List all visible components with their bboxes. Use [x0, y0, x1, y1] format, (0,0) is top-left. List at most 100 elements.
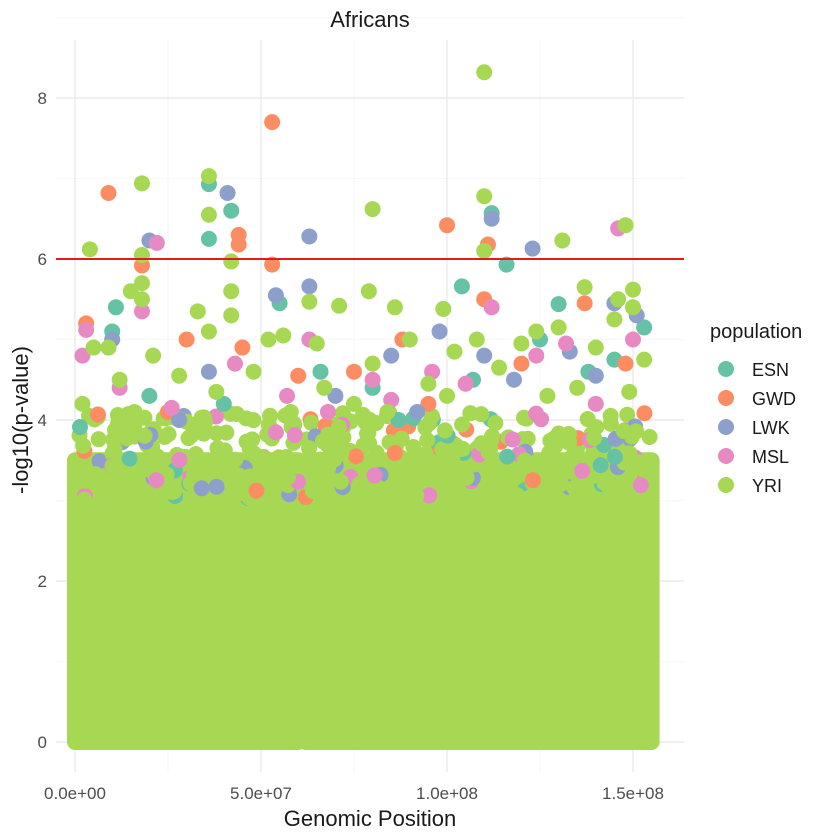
point-lwk: [476, 347, 493, 364]
point-msl: [528, 347, 545, 364]
data-points: [74, 64, 653, 428]
band-edge-point: [636, 405, 653, 422]
band-edge-point: [227, 451, 244, 468]
legend-key-gwd: [718, 390, 734, 406]
legend-key-yri: [718, 477, 734, 493]
band-edge-point: [359, 425, 376, 442]
point-yri: [621, 383, 638, 400]
band-edge-point: [87, 466, 104, 483]
y-tick-label: 8: [38, 89, 47, 108]
band-edge-point: [437, 422, 454, 439]
point-msl: [226, 355, 243, 372]
band-edge-point: [124, 467, 141, 484]
x-tick-label: 5.0e+07: [230, 784, 292, 803]
point-yri: [610, 291, 627, 308]
point-yri: [379, 403, 396, 420]
band-edge-point: [347, 448, 364, 465]
band-edge-point: [601, 480, 618, 497]
point-yri: [260, 331, 277, 348]
band-edge-point: [149, 448, 166, 465]
x-axis-ticks: 0.0e+00 5.0e+07 1.0e+08 1.5e+08: [44, 784, 664, 803]
point-msl: [483, 299, 500, 316]
point-yri: [133, 291, 150, 308]
point-yri: [74, 395, 91, 412]
point-yri: [308, 335, 325, 352]
band-edge-point: [104, 457, 121, 474]
point-yri: [476, 64, 493, 81]
band-edge-point: [267, 424, 284, 441]
point-yri: [554, 232, 571, 249]
band-edge-point: [574, 462, 591, 479]
point-lwk: [301, 228, 318, 245]
point-gwd: [617, 355, 634, 372]
band-edge-point: [545, 430, 562, 447]
band-edge-point: [494, 481, 511, 498]
band-edge-point: [632, 477, 649, 494]
point-yri: [360, 283, 377, 300]
band-edge-point: [417, 445, 434, 462]
point-yri: [208, 383, 225, 400]
legend-label-esn: ESN: [752, 360, 789, 380]
band-edge-point: [109, 472, 126, 489]
point-lwk: [431, 323, 448, 340]
point-esn: [453, 278, 470, 295]
band-edge-point: [245, 412, 262, 429]
point-yri: [81, 241, 98, 258]
band-edge-point: [270, 449, 287, 466]
legend-label-msl: MSL: [752, 447, 789, 467]
band-edge-point: [238, 433, 255, 450]
point-msl: [78, 321, 95, 338]
point-yri: [439, 387, 455, 404]
point-yri: [576, 279, 593, 296]
band-edge-point: [91, 453, 108, 470]
point-yri: [245, 363, 262, 380]
legend-key-lwk: [718, 419, 734, 435]
band-edge-point: [419, 432, 436, 449]
point-esn: [498, 256, 515, 273]
band-edge-point: [229, 479, 246, 496]
point-gwd: [264, 256, 281, 273]
band-edge-point: [320, 438, 337, 455]
band-edge-point: [121, 450, 138, 467]
band-edge-point: [434, 441, 451, 458]
point-esn: [390, 412, 407, 428]
band-edge-point: [538, 460, 555, 477]
band-edge-point: [351, 476, 368, 493]
x-tick-label: 0.0e+00: [44, 784, 106, 803]
point-yri: [513, 335, 530, 352]
dense-band: [67, 404, 660, 750]
band-edge-point: [439, 459, 456, 476]
point-yri: [528, 323, 545, 340]
x-axis-title: Genomic Position: [284, 806, 456, 831]
point-msl: [587, 395, 604, 412]
band-edge-point: [320, 426, 337, 443]
point-lwk: [301, 278, 318, 295]
point-msl: [133, 303, 150, 320]
band-edge-point: [630, 454, 647, 471]
point-lwk: [200, 363, 217, 380]
band-edge-point: [516, 452, 533, 469]
legend-key-msl: [718, 448, 734, 464]
point-yri: [282, 403, 299, 420]
point-gwd: [439, 217, 455, 234]
band-edge-point: [319, 471, 336, 488]
point-msl: [279, 387, 296, 404]
point-gwd: [234, 339, 251, 356]
band-edge-point: [408, 487, 425, 504]
band-edge-point: [286, 427, 303, 444]
point-msl: [558, 335, 575, 352]
point-yri: [539, 387, 556, 404]
band-edge-point: [106, 440, 123, 457]
point-lwk: [587, 367, 604, 384]
point-gwd: [178, 331, 195, 348]
point-gwd: [420, 395, 437, 412]
point-gwd: [576, 295, 593, 312]
point-lwk: [327, 387, 344, 404]
point-yri: [491, 359, 508, 376]
point-esn: [550, 296, 567, 313]
band-edge-point: [602, 415, 619, 432]
point-yri: [316, 379, 333, 396]
point-esn: [312, 363, 329, 380]
dense-point-band: [297, 452, 660, 750]
